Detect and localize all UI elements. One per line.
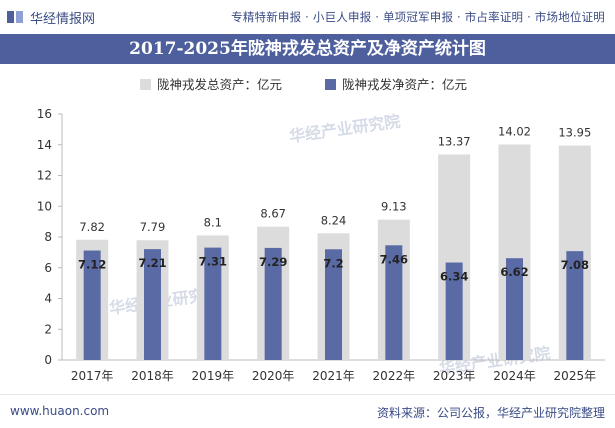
bar-net [264,247,282,360]
watermark-text: 华经产业研究院 [288,112,402,146]
bar-net [506,258,523,360]
y-tick-label: 14 [37,138,52,152]
data-label-net: 7.21 [138,256,166,270]
top-bar: 华经情报网 专精特新申报 · 小巨人申报 · 单项冠军申报 · 市占率证明 · … [0,0,615,34]
data-label-total: 8.24 [321,213,347,227]
x-tick-label: 2024年 [493,369,536,383]
data-label-net: 6.34 [440,270,468,284]
x-tick-label: 2020年 [252,369,295,383]
y-ticks: 0 2 4 6 8 10 12 14 16 [37,107,62,367]
bar-net [445,262,463,360]
bar-net [83,250,101,360]
y-tick-label: 6 [44,261,52,275]
data-label-net: 7.46 [380,252,408,266]
footer: www.huaon.com 资料来源：公司公报，华经产业研究院整理 [0,394,615,428]
data-label-net: 7.2 [323,256,343,270]
y-tick-label: 8 [44,230,52,244]
data-label-total: 8.1 [204,215,222,229]
data-label-total: 9.13 [381,200,407,214]
legend: 陇神戎发总资产：亿元 陇神戎发净资产：亿元 [140,77,467,92]
data-label-net: 7.29 [259,255,287,269]
y-tick-label: 12 [37,169,52,183]
data-label-total: 8.67 [260,207,286,221]
x-tick-label: 2019年 [192,369,235,383]
y-tick-label: 0 [44,353,52,367]
logo-icon [7,11,23,23]
data-label-total: 7.82 [79,220,105,234]
y-tick-label: 2 [44,322,52,336]
x-tick-label: 2023年 [433,369,476,383]
bar-net [204,247,222,360]
legend-swatch-net [325,79,336,90]
legend-label-total: 陇神戎发总资产：亿元 [157,77,282,92]
footer-url[interactable]: www.huaon.com [10,404,110,418]
x-tick-label: 2025年 [554,369,597,383]
data-label-total: 14.02 [498,124,531,138]
data-label-net: 7.31 [199,255,227,269]
data-label-total: 13.95 [558,126,591,140]
bars: 7.82 7.12 7.79 7.21 8.1 7.31 8.67 7.29 8.24 7.2 9.… [76,124,591,360]
service-links[interactable]: 专精特新申报 · 小巨人申报 · 单项冠军申报 · 市占率证明 · 市场地位证明 [231,10,605,24]
x-tick-label: 2021年 [312,369,355,383]
legend-swatch-total [140,79,151,90]
data-label-net: 7.12 [78,258,106,272]
bar-net [144,249,161,360]
x-tick-label: 2017年 [71,369,114,383]
legend-label-net: 陇神戎发净资产：亿元 [342,77,467,92]
y-tick-label: 16 [37,107,52,121]
bar-net [325,249,342,360]
x-tick-label: 2018年 [131,369,174,383]
chart: 华经产业研究院华经产业研究院华经产业研究院 陇神戎发总资产：亿元 陇神戎发净资产… [37,77,605,383]
data-label-total: 7.79 [140,220,166,234]
title-bar: 2017-2025年陇神戎发总资产及净资产统计图 [0,34,615,64]
chart-title: 2017-2025年陇神戎发总资产及净资产统计图 [129,39,486,59]
y-tick-label: 4 [44,292,52,306]
x-tick-label: 2022年 [373,369,416,383]
bar-net [385,245,403,360]
site-name: 华经情报网 [30,12,96,27]
y-tick-label: 10 [37,199,52,213]
bar-net [566,251,584,360]
x-ticks: 2017年 2018年 2019年 2020年 2021年 2022年 2023年 2024年… [71,369,596,383]
data-label-net: 7.08 [561,258,589,272]
data-label-net: 6.62 [500,265,528,279]
data-label-total: 13.37 [438,134,471,148]
footer-source: 资料来源：公司公报，华经产业研究院整理 [376,406,605,420]
